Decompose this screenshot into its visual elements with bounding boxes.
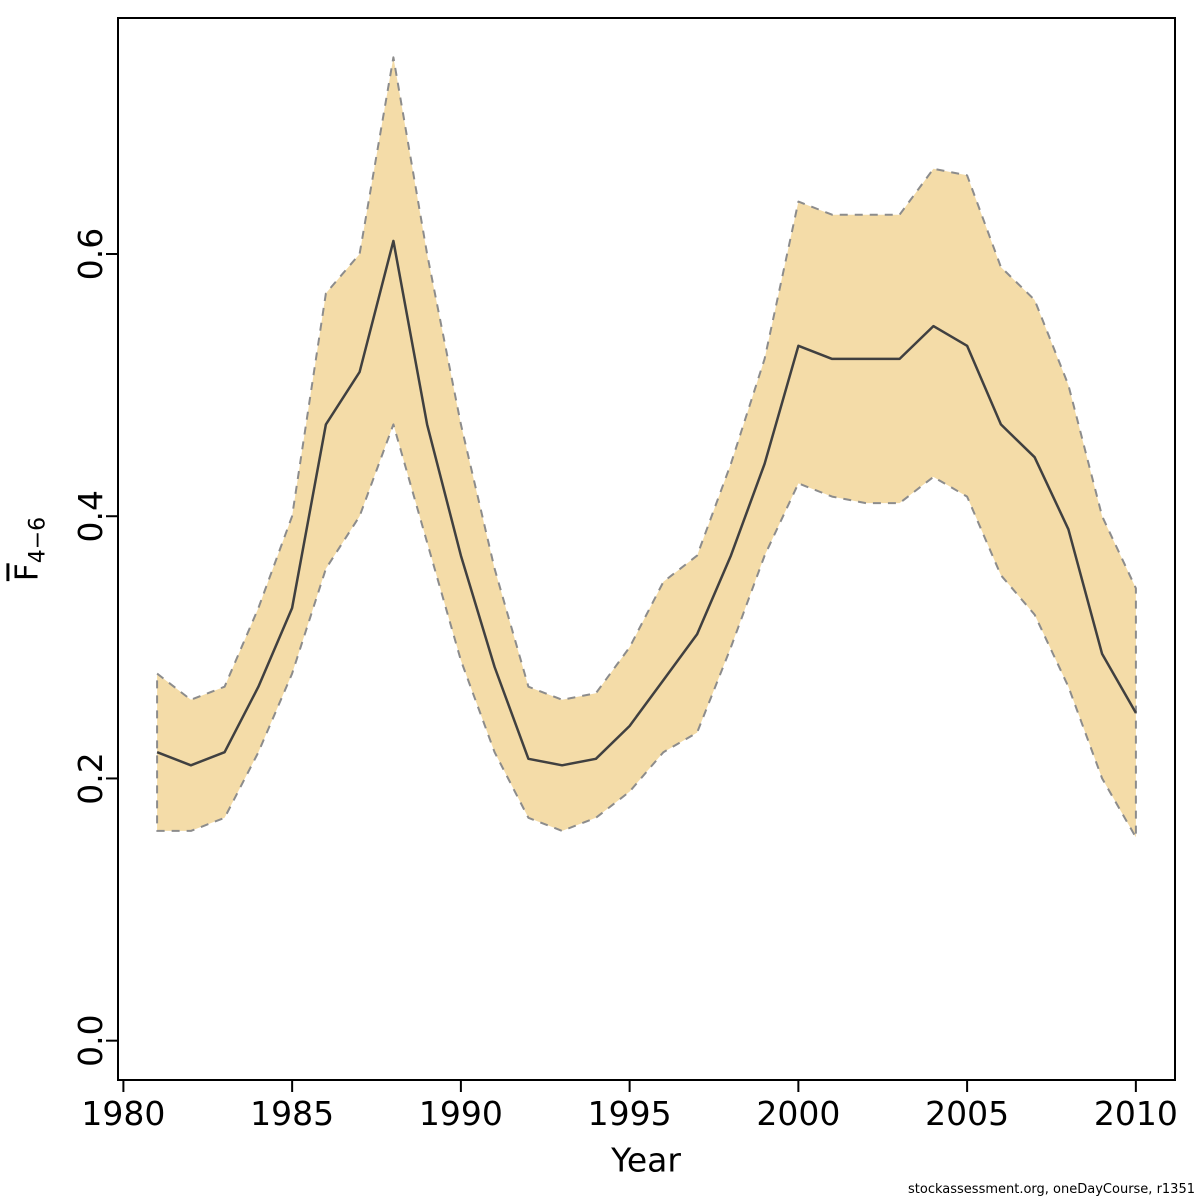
x-tick-label: 1990	[419, 1094, 503, 1133]
x-tick-label: 2010	[1094, 1094, 1178, 1133]
x-tick-label: 2005	[925, 1094, 1009, 1133]
y-tick-label: 0.0	[71, 1014, 110, 1066]
x-tick-label: 2000	[756, 1094, 840, 1133]
y-tick-label: 0.2	[71, 752, 110, 804]
x-tick-label: 1985	[250, 1094, 334, 1133]
estimate-line	[156, 239, 1137, 767]
x-tick-label: 1980	[81, 1094, 165, 1133]
y-tick-label: 0.6	[71, 228, 110, 280]
plot-border	[117, 17, 1176, 1081]
y-axis-title: F4−6	[9, 517, 50, 581]
y-tick-label: 0.4	[71, 490, 110, 542]
x-tick-label: 1995	[588, 1094, 672, 1133]
y-axis-title-main: F	[9, 563, 46, 582]
x-axis-title: Year	[611, 1140, 681, 1180]
footer-credit: stockassessment.org, oneDayCourse, r1351	[908, 1182, 1195, 1197]
y-axis-title-sub: 4−6	[25, 516, 51, 564]
confidence-band	[156, 56, 1137, 839]
